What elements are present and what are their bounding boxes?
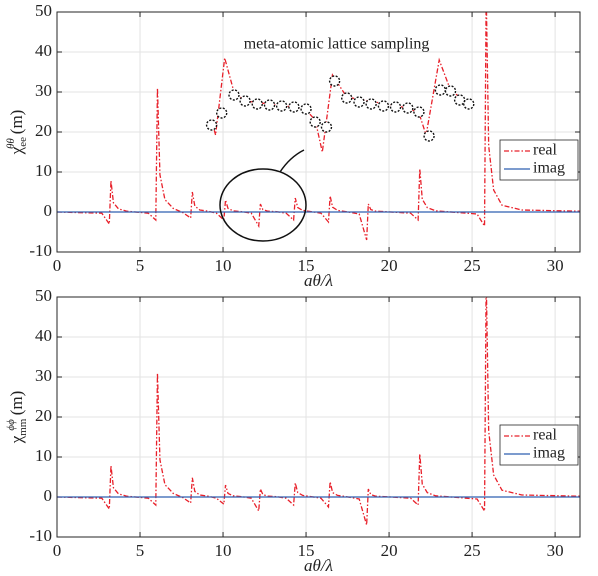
legend-box	[499, 139, 579, 181]
y-label-symbol: χ	[7, 146, 26, 155]
sample-marker	[341, 92, 353, 104]
y-tick-label: 10	[35, 161, 52, 180]
x-tick-label: 25	[464, 256, 481, 275]
sample-marker	[413, 106, 425, 118]
x-tick-label: 20	[381, 256, 398, 275]
sample-marker	[389, 101, 402, 113]
sample-marker	[309, 116, 321, 128]
y-tick-label: 20	[35, 121, 52, 140]
x-axis-label: aθ/λ	[304, 556, 333, 575]
x-axis-label-text: aθ/λ	[304, 556, 333, 575]
sample-marker	[275, 100, 288, 112]
y-tick-label: 40	[35, 326, 52, 345]
y-label-sup: θθ	[5, 138, 17, 149]
y-tick-label: 30	[35, 81, 52, 100]
sample-marker	[463, 98, 475, 110]
y-tick-label: -10	[29, 526, 52, 545]
x-axis-label: aθ/λ	[304, 271, 333, 290]
inset-line	[210, 57, 470, 153]
legend-label: imag	[533, 160, 565, 177]
axes-box	[56, 11, 581, 253]
callout-line	[279, 149, 305, 173]
legend-label: real	[533, 142, 558, 159]
x-tick-label: 30	[547, 541, 564, 560]
sample-marker	[402, 102, 414, 114]
y-label-symbol: χ	[7, 435, 26, 444]
sample-marker	[377, 100, 390, 112]
legend-label: real	[533, 427, 558, 444]
sample-marker	[216, 107, 228, 119]
legend-label: imag	[533, 445, 565, 462]
x-tick-label: 10	[215, 256, 232, 275]
x-tick-label: 0	[53, 256, 62, 275]
callout-ellipse	[219, 168, 307, 242]
sample-marker	[239, 95, 251, 107]
y-tick-label: -10	[29, 241, 52, 260]
sample-marker	[444, 85, 457, 97]
y-tick-label: 20	[35, 406, 52, 425]
y-tick-label: 50	[35, 1, 52, 20]
sample-marker	[228, 89, 240, 101]
x-tick-label: 15	[298, 541, 315, 560]
sample-marker	[300, 103, 312, 115]
sample-marker	[320, 121, 333, 133]
y-label-sub: ee	[17, 137, 29, 147]
y-label-sup: ϕϕ	[5, 419, 17, 431]
y-tick-label: 0	[44, 486, 53, 505]
y-label-sub: mm	[17, 418, 29, 436]
y-axis-label: χeeθθ (m)	[5, 110, 29, 156]
sample-marker	[288, 101, 300, 113]
y-label-unit: (m)	[7, 110, 26, 135]
sample-marker	[328, 75, 341, 87]
sample-marker	[205, 119, 218, 131]
x-tick-label: 15	[298, 256, 315, 275]
axes-box	[56, 296, 581, 538]
legend-box	[499, 424, 579, 466]
x-tick-label: 5	[136, 541, 145, 560]
y-tick-label: 0	[44, 201, 53, 220]
x-axis-label-text: aθ/λ	[304, 271, 333, 290]
y-tick-label: 40	[35, 41, 52, 60]
sample-marker	[453, 94, 466, 106]
sample-marker	[365, 98, 377, 110]
y-tick-label: 10	[35, 446, 52, 465]
sample-marker	[434, 84, 447, 96]
y-label-unit: (m)	[7, 391, 26, 416]
y-axis-label: χmmϕϕ (m)	[5, 391, 29, 445]
x-tick-label: 5	[136, 256, 145, 275]
data-line	[57, 12, 580, 241]
data-line	[57, 297, 580, 526]
inset-label: meta-atomic lattice sampling	[244, 36, 430, 53]
sample-marker	[263, 99, 276, 111]
x-tick-label: 0	[53, 541, 62, 560]
x-tick-label: 10	[215, 541, 232, 560]
x-tick-label: 20	[381, 541, 398, 560]
sample-marker	[423, 130, 435, 142]
sample-marker	[251, 98, 263, 110]
x-tick-label: 30	[547, 256, 564, 275]
y-tick-label: 50	[35, 286, 52, 305]
sample-marker	[353, 96, 365, 108]
y-tick-label: 30	[35, 366, 52, 385]
x-tick-label: 25	[464, 541, 481, 560]
